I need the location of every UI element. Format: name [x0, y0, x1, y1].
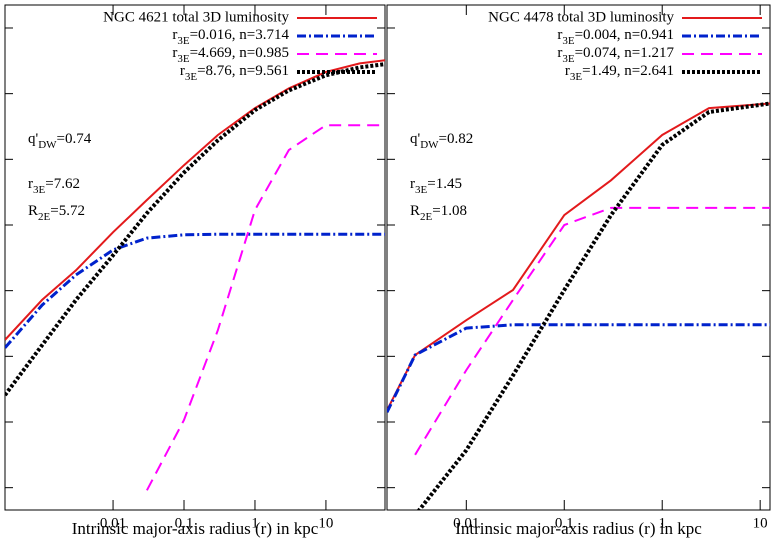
x-tick-label: 0.1: [175, 515, 194, 531]
plot-frame: [4, 4, 386, 511]
x-tick-label: 0.01: [100, 515, 126, 531]
x-axis-label: Intrinsic major-axis radius (r) in kpc: [455, 519, 702, 538]
series-line: [146, 124, 385, 491]
annotation: R2E=1.08: [410, 203, 467, 222]
legend-label: NGC 4621 total 3D luminosity: [103, 9, 289, 25]
x-tick-label: 0.01: [453, 515, 479, 531]
x-axis-label: Intrinsic major-axis radius (r) in kpc: [72, 519, 319, 538]
legend-label: NGC 4478 total 3D luminosity: [488, 9, 674, 25]
plot-area: [5, 59, 385, 491]
series-line: [5, 232, 385, 349]
annotation: R2E=5.72: [28, 203, 85, 222]
legend-label: r3E=0.016, n=3.714: [172, 27, 289, 46]
x-tick-label: 10: [753, 515, 768, 531]
series-line: [5, 62, 385, 397]
x-tick-label: 0.1: [555, 515, 574, 531]
legend-label: r3E=4.669, n=0.985: [172, 45, 289, 64]
series-line: [5, 59, 385, 341]
legend-label: r3E=8.76, n=9.561: [180, 63, 289, 82]
x-tick-label: 1: [658, 515, 666, 531]
legend-label: r3E=0.074, n=1.217: [557, 45, 674, 64]
panel: 0.01 0.1 1 10 Intrinsic major-axis radius (r…: [386, 4, 771, 538]
annotation: q'DW=0.82: [410, 131, 473, 150]
legend-label: r3E=0.004, n=0.941: [557, 27, 674, 46]
series-line: [414, 206, 770, 456]
annotation: r3E=1.45: [410, 176, 462, 195]
series-line: [387, 102, 770, 411]
plot-frame: [386, 4, 771, 511]
series-line: [387, 323, 770, 413]
plot-area: [387, 101, 770, 510]
series-line: [416, 101, 770, 510]
x-tick-label: 1: [251, 515, 259, 531]
x-tick-label: 10: [318, 515, 333, 531]
legend-label: r3E=1.49, n=2.641: [565, 63, 674, 82]
annotation: r3E=7.62: [28, 176, 80, 195]
annotation: q'DW=0.74: [28, 131, 92, 150]
